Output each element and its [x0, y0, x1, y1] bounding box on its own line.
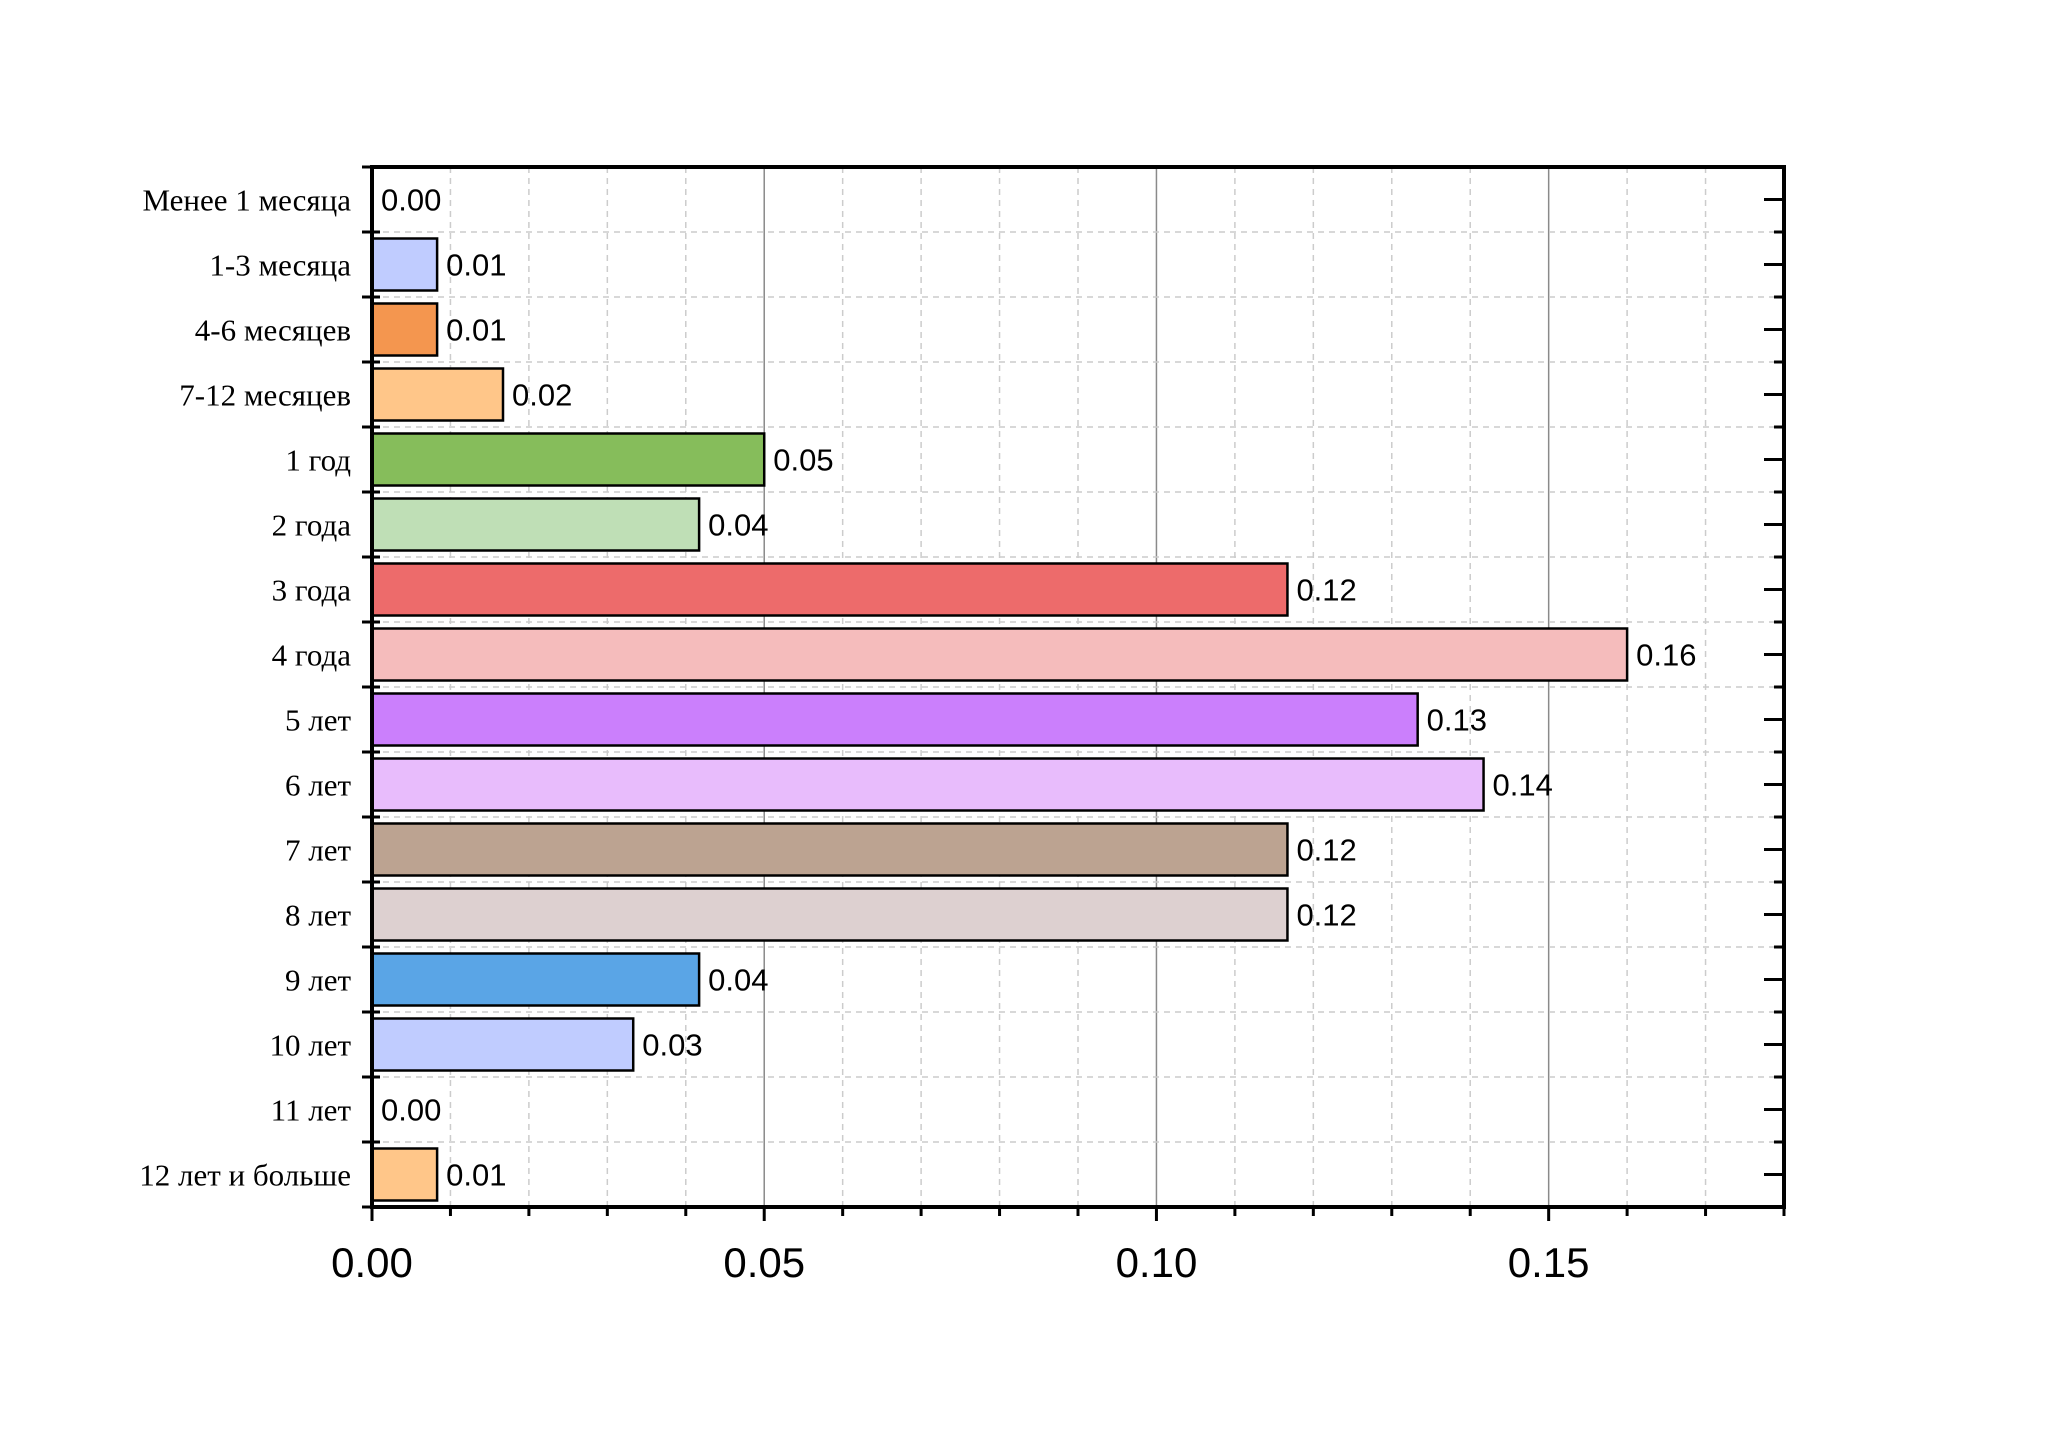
- category-label: 6 лет: [285, 768, 351, 803]
- bar: [370, 367, 505, 422]
- x-tick-label: 0.15: [1508, 1239, 1590, 1286]
- bar: [370, 432, 766, 487]
- data-label: 0.04: [708, 963, 768, 998]
- category-label: 3 года: [272, 573, 352, 608]
- x-tick-label: 0.10: [1116, 1239, 1198, 1286]
- bar: [370, 302, 439, 357]
- bar: [370, 822, 1289, 877]
- data-label: 0.01: [446, 248, 506, 283]
- bar: [370, 757, 1485, 812]
- data-label: 0.00: [381, 183, 441, 218]
- data-label: 0.00: [381, 1093, 441, 1128]
- bar: [370, 952, 701, 1007]
- category-label: 7-12 месяцев: [179, 378, 351, 413]
- category-label: 9 лет: [285, 963, 351, 998]
- bar: [370, 692, 1419, 747]
- bar: [370, 1147, 439, 1202]
- axes: [362, 165, 1786, 1221]
- bar: [370, 887, 1289, 942]
- bar: [370, 237, 439, 292]
- data-label: 0.05: [773, 443, 833, 478]
- data-label: 0.12: [1296, 898, 1356, 933]
- category-label: 11 лет: [271, 1093, 352, 1128]
- category-label: 7 лет: [285, 833, 351, 868]
- data-label: 0.01: [446, 313, 506, 348]
- labels: 0.00 Менее 1 месяца 0.01 1-3 месяца 0.01 4-6 …: [139, 183, 1696, 1287]
- grid: [372, 167, 1784, 1207]
- category-label: 10 лет: [269, 1028, 351, 1063]
- category-label: 5 лет: [285, 703, 351, 738]
- category-label: 2 года: [272, 508, 352, 543]
- data-label: 0.04: [708, 508, 768, 543]
- bar: [370, 497, 701, 552]
- data-label: 0.03: [642, 1028, 702, 1063]
- bar-series: [370, 237, 1629, 1202]
- category-label: 1 год: [285, 443, 351, 478]
- x-tick-label: 0.00: [331, 1239, 413, 1286]
- bar: [370, 562, 1289, 617]
- data-label: 0.01: [446, 1158, 506, 1193]
- category-label: 8 лет: [285, 898, 351, 933]
- x-tick-label: 0.05: [723, 1239, 805, 1286]
- category-label: Менее 1 месяца: [142, 183, 351, 218]
- category-label: 4-6 месяцев: [195, 313, 351, 348]
- data-label: 0.16: [1636, 638, 1696, 673]
- bar: [370, 627, 1629, 682]
- data-label: 0.02: [512, 378, 572, 413]
- data-label: 0.12: [1296, 833, 1356, 868]
- category-label: 12 лет и больше: [139, 1158, 351, 1193]
- data-label: 0.12: [1296, 573, 1356, 608]
- data-label: 0.14: [1493, 768, 1553, 803]
- data-label: 0.13: [1427, 703, 1487, 738]
- bar: [370, 1017, 635, 1072]
- category-label: 1-3 месяца: [209, 248, 351, 283]
- category-label: 4 года: [272, 638, 352, 673]
